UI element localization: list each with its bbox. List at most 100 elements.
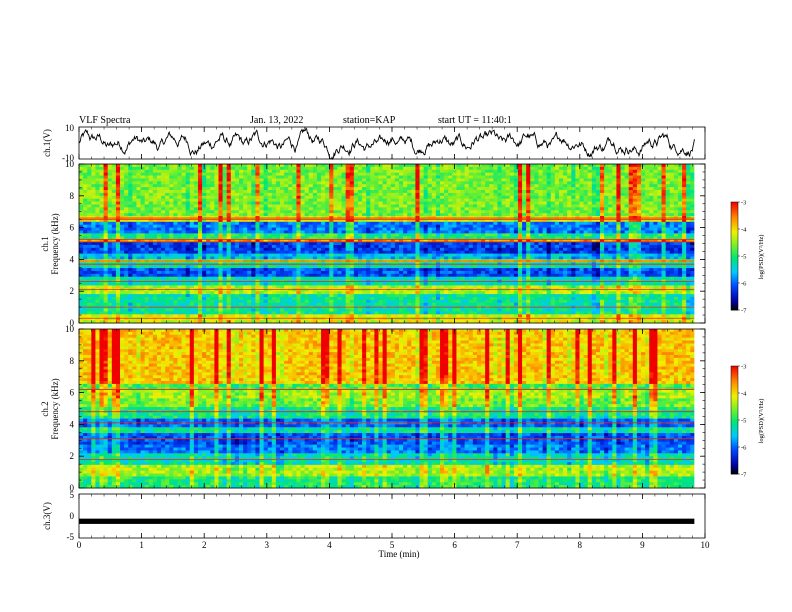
spectrogram-cell: [374, 247, 379, 252]
spectrogram-cell: [378, 166, 383, 171]
spectrogram-cell: [316, 213, 322, 217]
spectrogram-cell: [321, 253, 326, 257]
spectrogram-cell: [251, 181, 256, 185]
spectrogram-cell: [193, 181, 199, 185]
spectrogram-cell: [251, 236, 256, 240]
spectrogram-cell: [173, 230, 178, 234]
spectrogram-cell: [456, 192, 461, 197]
spectrogram-cell: [181, 181, 187, 185]
spectrogram-cell: [419, 198, 424, 202]
spectrogram-cell: [661, 172, 667, 176]
spectrogram-cell: [669, 239, 675, 243]
spectrogram-cell: [476, 166, 482, 171]
spectrogram-cell: [132, 247, 137, 252]
spectrogram-cell: [366, 172, 371, 176]
spectrogram-cell: [218, 233, 223, 237]
spectrogram-cell: [485, 164, 490, 168]
spectrogram-cell: [493, 236, 498, 240]
spectrogram-cell: [464, 250, 470, 255]
spectrogram-cell: [152, 210, 158, 214]
spectrogram-cell: [390, 187, 396, 191]
spectrogram-cell: [538, 164, 543, 168]
spectrogram-cell: [79, 213, 84, 217]
spectrogram-cell: [251, 201, 256, 205]
spectrogram-cell: [144, 207, 150, 211]
spectrogram-cell: [189, 195, 195, 200]
spectrogram-cell: [296, 192, 301, 197]
spectrogram-cell: [616, 190, 621, 194]
spectrogram-cell: [595, 166, 601, 171]
spectrogram-cell: [530, 253, 535, 257]
spectrogram-cell: [686, 242, 691, 246]
spectrogram-cell: [316, 210, 322, 214]
spectrogram-cell: [79, 256, 84, 260]
spectrogram-cell: [103, 178, 109, 182]
spectrogram-cell: [325, 169, 330, 174]
spectrogram-cell: [653, 198, 658, 202]
spectrogram-cell: [591, 213, 597, 217]
spectrogram-cell: [193, 221, 199, 226]
spectrogram-cell: [263, 178, 269, 182]
spectrogram-cell: [394, 230, 400, 234]
spectrogram-cell: [673, 184, 679, 188]
spectrogram-cell: [300, 250, 306, 255]
spectrogram-cell: [427, 218, 433, 223]
spectrogram-cell: [423, 175, 429, 179]
spectrogram-cell: [226, 213, 232, 217]
spectrogram-cell: [464, 166, 470, 171]
spectrogram-cell: [567, 218, 572, 223]
spectrogram-cell: [411, 253, 416, 257]
spectrogram-cell: [321, 210, 326, 214]
spectrogram-cell: [238, 244, 244, 249]
spectrogram-cell: [493, 181, 498, 185]
spectrogram-cell: [571, 184, 576, 188]
spectrogram-cell: [91, 201, 96, 205]
spectrogram-cell: [329, 164, 334, 168]
spectrogram-cell: [374, 236, 379, 240]
spectrogram-cell: [423, 178, 429, 182]
spectrogram-cell: [218, 207, 223, 211]
spectrogram-cell: [398, 250, 404, 255]
spectrogram-cell: [300, 213, 306, 217]
spectrogram-cell: [222, 204, 228, 208]
spectrogram-cell: [144, 242, 150, 246]
spectrogram-cell: [353, 221, 359, 226]
spectrogram-cell: [321, 190, 326, 194]
spectrogram-cell: [247, 169, 252, 174]
spectrogram-cell: [620, 166, 626, 171]
spectrogram-cell: [345, 210, 351, 214]
spectrogram-cell: [173, 187, 178, 191]
spectrogram-cell: [156, 178, 162, 182]
spectrogram-cell: [460, 224, 466, 228]
spectrogram-cell: [238, 221, 244, 226]
spectrogram-cell: [407, 253, 412, 257]
spectrogram-cell: [267, 204, 273, 208]
spectrogram-cell: [628, 213, 634, 217]
spectrogram-cell: [460, 213, 466, 217]
spectrogram-cell: [91, 192, 96, 197]
spectrogram-cell: [124, 172, 129, 176]
spectrogram-cell: [431, 204, 437, 208]
spectrogram-cell: [407, 195, 412, 200]
spectrogram-cell: [165, 224, 170, 228]
spectrogram-cell: [427, 244, 433, 249]
spectrogram-cell: [251, 224, 256, 228]
spectrogram-cell: [460, 178, 466, 182]
spectrogram-cell: [280, 198, 285, 202]
spectrogram-cell: [202, 230, 207, 234]
spectrogram-cell: [230, 253, 236, 257]
spectrogram-cell: [91, 247, 96, 252]
spectrogram-cell: [107, 178, 113, 182]
spectrogram-cell: [583, 164, 589, 168]
spectrogram-cell: [481, 175, 486, 179]
spectrogram-cell: [509, 230, 515, 234]
spectrogram-cell: [444, 187, 449, 191]
spectrogram-cell: [431, 207, 437, 211]
spectrogram-cell: [115, 210, 121, 214]
spectrogram-cell: [243, 190, 248, 194]
spectrogram-cell: [280, 201, 285, 205]
spectrogram-cell: [645, 244, 650, 249]
spectrogram-cell: [140, 218, 146, 223]
spectrogram-cell: [542, 166, 548, 171]
spectrogram-cell: [682, 178, 687, 182]
